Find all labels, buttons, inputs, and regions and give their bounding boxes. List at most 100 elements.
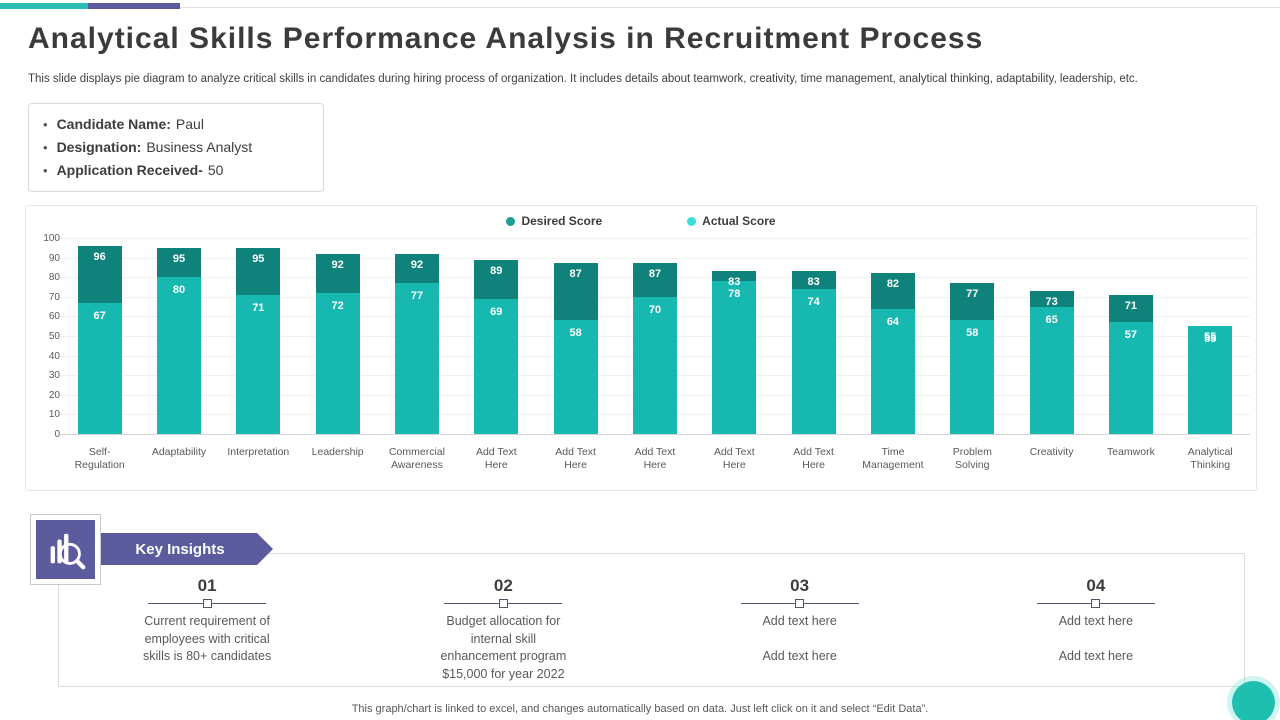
bar-series: 96 67 Self- Regulation 95 80 Adaptability 95 71… <box>60 238 1250 471</box>
bar-group: 55 55 <box>1171 238 1250 434</box>
desired-score-value: 73 <box>1045 295 1058 308</box>
designation-row: • Designation: Business Analyst <box>43 136 311 159</box>
bullet-icon: • <box>43 163 48 178</box>
y-tick-label: 40 <box>48 350 60 362</box>
bar-group: 92 72 <box>298 238 377 434</box>
bar-group: 77 58 <box>933 238 1012 434</box>
desired-score-value: 83 <box>728 276 741 289</box>
bar-group: 95 71 <box>219 238 298 434</box>
actual-score-value: 72 <box>331 299 344 312</box>
y-tick-label: 10 <box>48 409 60 421</box>
bar-actual-score <box>77 302 122 434</box>
chart-category: 77 58 Problem Solving <box>933 238 1012 471</box>
accent-divider-line <box>180 7 1280 8</box>
bar-group: 96 67 <box>60 238 139 434</box>
key-insights-banner-label: Key Insights <box>135 540 225 558</box>
chart-category: 82 64 Time Management <box>853 238 932 471</box>
category-label: Commercial Awareness <box>388 446 445 472</box>
chart-category: 96 67 Self- Regulation <box>60 238 139 471</box>
y-tick-label: 20 <box>48 389 60 401</box>
desired-score-value: 92 <box>410 258 424 271</box>
desired-score-dot-icon <box>506 216 516 226</box>
chart-legend: Desired Score Actual Score <box>26 214 1256 228</box>
scores-bar-chart[interactable]: Desired Score Actual Score 0 10 20 30 40 50 60… <box>25 205 1257 491</box>
chart-category: 55 55 Analytical Thinking <box>1171 238 1250 471</box>
category-label: Creativity <box>1029 446 1074 458</box>
bullet-icon: • <box>43 140 48 155</box>
bar-group: 82 64 <box>853 238 932 434</box>
category-label: Time Management <box>862 446 924 472</box>
actual-score-value: 58 <box>966 327 979 340</box>
bar-group: 71 57 <box>1091 238 1170 434</box>
divider-square-icon <box>498 599 508 608</box>
legend-item-desired: Desired Score <box>506 214 602 228</box>
actual-score-value: 69 <box>490 305 503 318</box>
chart-category: 73 65 Creativity <box>1012 238 1091 468</box>
actual-score-dot-icon <box>687 216 697 226</box>
insight-text-placeholder[interactable]: Add text here Add text here <box>1058 614 1134 663</box>
y-tick-label: 90 <box>48 252 60 264</box>
legend-item-actual: Actual Score <box>687 214 776 228</box>
desired-score-value: 89 <box>490 264 503 277</box>
bar-actual-score <box>236 294 281 434</box>
footer-note: This graph/chart is linked to excel, and… <box>351 703 929 715</box>
category-label: Interpretation <box>227 446 290 458</box>
chart-category: 83 78 Add Text Here <box>695 238 774 471</box>
chart-category: 83 74 Add Text Here <box>774 238 853 471</box>
designation-label: Designation: <box>56 139 142 155</box>
application-received-value: 50 <box>207 162 224 178</box>
actual-score-value: 64 <box>886 315 900 328</box>
chart-magnifier-icon <box>36 520 95 579</box>
category-label: Analytical Thinking <box>1187 446 1233 472</box>
category-label: Add Text Here <box>793 446 834 472</box>
category-label: Add Text Here <box>634 446 676 472</box>
candidate-name-row: • Candidate Name: Paul <box>43 113 311 136</box>
insight-number: 02 <box>493 576 513 595</box>
desired-score-value: 77 <box>966 288 979 301</box>
bar-group: 73 65 <box>1012 238 1091 434</box>
gridline <box>60 434 1250 435</box>
divider-square-icon <box>1091 599 1101 608</box>
actual-score-value: 57 <box>1124 329 1138 342</box>
insight-text-placeholder[interactable]: Add text here Add text here <box>762 614 837 663</box>
insights-icon-frame <box>30 514 101 585</box>
bar-actual-score <box>1108 322 1153 434</box>
insight-number: 03 <box>790 576 810 595</box>
candidate-name-value: Paul <box>175 116 204 132</box>
bar-group: 95 80 <box>139 238 218 434</box>
insight-text: Budget allocation for internal skill enh… <box>440 614 567 681</box>
candidate-name-label: Candidate Name: <box>56 116 171 132</box>
actual-score-value: 71 <box>252 301 265 314</box>
bullet-icon: • <box>43 117 48 132</box>
actual-score-value: 55 <box>1204 333 1217 346</box>
category-label: Add Text Here <box>713 446 755 472</box>
desired-score-value: 87 <box>648 268 662 281</box>
plot-area: 96 67 Self- Regulation 95 80 Adaptability 95 71… <box>60 238 1250 471</box>
actual-score-value: 65 <box>1045 313 1058 326</box>
desired-score-value: 87 <box>569 268 582 281</box>
bar-actual-score <box>870 308 915 434</box>
bar-group: 83 78 <box>695 238 774 434</box>
y-tick-label: 0 <box>54 429 60 440</box>
chart-category: 92 72 Leadership <box>298 238 377 468</box>
bar-actual-score <box>315 292 360 434</box>
insight-number: 01 <box>197 576 217 595</box>
bar-actual-score <box>1029 306 1074 434</box>
chart-category: 95 80 Adaptability <box>139 238 218 468</box>
actual-score-value: 74 <box>807 295 820 308</box>
category-label: Add Text Here <box>555 446 596 472</box>
chart-category: 92 77 Commercial Awareness <box>377 238 456 471</box>
key-insights-banner: Key Insights <box>101 533 273 565</box>
category-label: Leadership <box>311 446 364 458</box>
insight-divider <box>148 599 267 608</box>
candidate-info-box: • Candidate Name: Paul • Designation: Bu… <box>28 103 324 192</box>
application-received-label: Application Received- <box>56 162 203 178</box>
bar-group: 89 69 <box>457 238 536 434</box>
desired-score-value: 71 <box>1124 299 1138 312</box>
category-label: Add Text Here <box>475 446 517 472</box>
chart-category: 71 57 Teamwork <box>1091 238 1170 468</box>
bar-actual-score <box>950 320 995 434</box>
key-insights-panel: 01 Current requirement of employees with… <box>58 553 1245 687</box>
bar-actual-score <box>1188 326 1233 434</box>
divider-square-icon <box>202 599 212 608</box>
